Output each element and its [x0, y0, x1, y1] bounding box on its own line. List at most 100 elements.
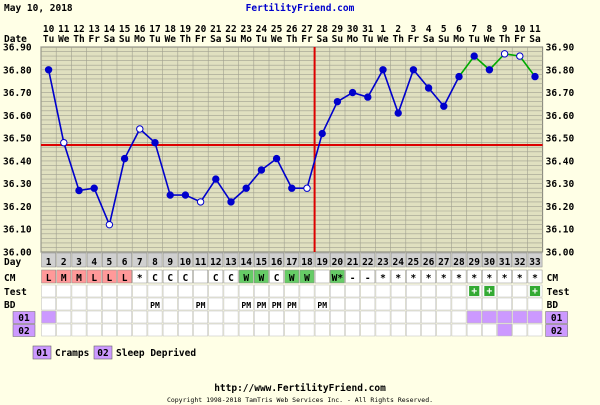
test-cell [254, 284, 269, 298]
custom-row-1-cell [41, 310, 56, 324]
date-number: 18 [164, 24, 176, 35]
cm-cell [71, 269, 87, 284]
day-number: 13 [225, 257, 237, 268]
test-cell [269, 284, 284, 298]
test-value: + [532, 286, 538, 297]
day-cell [299, 252, 315, 268]
day-cell [284, 252, 300, 268]
bd-cell [208, 297, 224, 311]
date-number: 19 [180, 24, 192, 35]
custom-row-1-cell [162, 310, 178, 324]
test-cell [314, 284, 330, 298]
date-number: 6 [456, 24, 462, 35]
temp-point [470, 52, 478, 60]
bd-cell [299, 297, 315, 311]
temp-point [364, 93, 372, 101]
cm-cell [299, 269, 315, 284]
bd-value: PM [272, 301, 282, 310]
custom-row-2-cell [436, 323, 452, 337]
test-cell [330, 284, 345, 298]
day-cell [527, 252, 543, 268]
day-cell [330, 252, 345, 268]
legend-label: Cramps [55, 348, 89, 359]
bd-cell [71, 297, 87, 311]
right-label-custom-2: 02 [551, 326, 562, 337]
cm-value: W* [332, 273, 344, 284]
cm-value: C [152, 273, 158, 284]
custom-row-2-cell [466, 323, 482, 337]
day-cell [86, 252, 102, 268]
bd-cell [102, 297, 117, 311]
custom-row-1-cell [527, 310, 543, 324]
bd-cell [406, 297, 421, 311]
weekday-label: We [377, 34, 389, 45]
bd-cell [269, 297, 284, 311]
weekday-label: Fr [88, 34, 100, 45]
temp-line-segment [108, 158, 126, 225]
weekday-label: We [484, 34, 496, 45]
test-cell [345, 284, 360, 298]
day-cell [497, 252, 512, 268]
day-number: 16 [271, 257, 283, 268]
test-cell [86, 284, 102, 298]
weekday-label: We [58, 34, 70, 45]
day-number: 1 [46, 257, 52, 268]
bd-cell [284, 297, 300, 311]
cm-cell [178, 269, 193, 284]
cm-value: C [274, 273, 280, 284]
day-number: 18 [301, 257, 313, 268]
day-number: 6 [122, 257, 128, 268]
cm-cell [41, 269, 56, 284]
bd-cell [451, 297, 467, 311]
test-cell [223, 284, 239, 298]
day-cell [102, 252, 117, 268]
day-cell [345, 252, 360, 268]
bd-cell [360, 297, 376, 311]
custom-row-2-cell [208, 323, 224, 337]
test-cell [451, 284, 467, 298]
date-number: 14 [104, 24, 116, 35]
temp-point [120, 154, 129, 163]
cm-value: L [91, 273, 97, 284]
custom-row-2-cell [451, 323, 467, 337]
date-number: 11 [58, 24, 70, 35]
day-number: 23 [377, 257, 389, 268]
day-cell [193, 252, 208, 268]
weekday-label: Tu [362, 34, 373, 45]
bd-cell [86, 297, 102, 311]
day-number: 7 [137, 257, 143, 268]
date-number: 3 [411, 24, 417, 35]
temp-point [272, 154, 281, 163]
test-cell [41, 284, 56, 298]
custom-row-2-cell [330, 323, 345, 337]
temp-line-segment [443, 76, 460, 107]
cm-cell [330, 269, 345, 284]
custom-row-2-cell [254, 323, 269, 337]
weekday-label: Su [119, 34, 130, 45]
weekday-label: Mo [453, 34, 465, 45]
test-positive-mark [529, 286, 541, 296]
day-cell [178, 252, 193, 268]
weekday-label: Sa [210, 34, 222, 45]
day-cell [436, 252, 452, 268]
day-cell [208, 252, 224, 268]
custom-row-1-cell [360, 310, 376, 324]
temp-line-segment [47, 69, 65, 143]
y-tick-right: 36.50 [546, 134, 575, 145]
weekday-label: Fr [514, 34, 526, 45]
day-number: 17 [286, 257, 297, 268]
test-cell [406, 284, 421, 298]
y-tick-right: 36.80 [546, 65, 575, 76]
weekday-label: Sa [529, 34, 541, 45]
temp-point [318, 129, 326, 138]
day-number: 19 [316, 257, 328, 268]
y-tick-right: 36.00 [546, 248, 575, 259]
custom-row-1-cell [71, 310, 87, 324]
bd-cell [147, 297, 163, 311]
plot-area [40, 46, 544, 253]
cm-cell [512, 269, 528, 284]
test-cell [178, 284, 193, 298]
cm-value: * [471, 273, 477, 284]
test-cell [147, 284, 163, 298]
